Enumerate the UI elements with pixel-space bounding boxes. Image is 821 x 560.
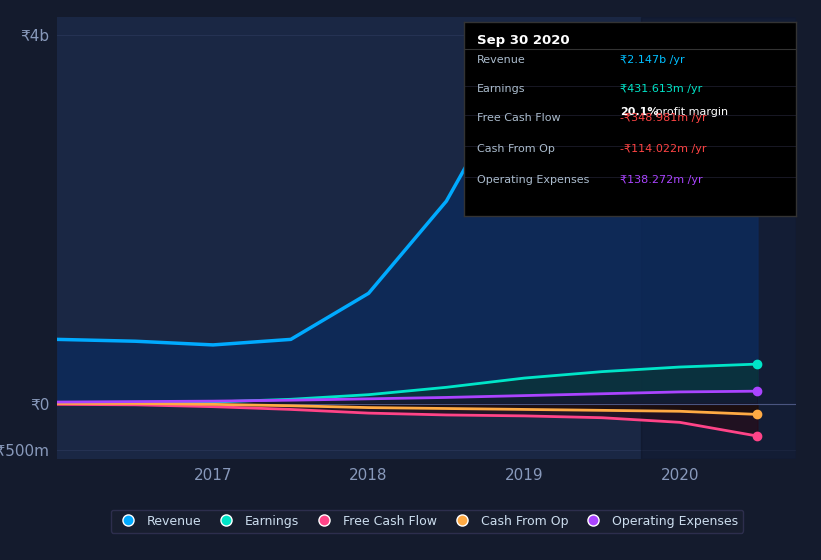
Text: 20.1%: 20.1% — [620, 108, 658, 118]
Text: ₹431.613m /yr: ₹431.613m /yr — [620, 84, 703, 94]
Text: -₹114.022m /yr: -₹114.022m /yr — [620, 144, 707, 154]
Text: Cash From Op: Cash From Op — [477, 144, 555, 154]
Text: Revenue: Revenue — [477, 55, 526, 66]
Text: Operating Expenses: Operating Expenses — [477, 175, 589, 185]
Text: Earnings: Earnings — [477, 84, 525, 94]
Text: profit margin: profit margin — [652, 108, 728, 118]
Legend: Revenue, Earnings, Free Cash Flow, Cash From Op, Operating Expenses: Revenue, Earnings, Free Cash Flow, Cash … — [111, 510, 743, 533]
Text: ₹2.147b /yr: ₹2.147b /yr — [620, 55, 685, 66]
Text: -₹348.981m /yr: -₹348.981m /yr — [620, 113, 707, 123]
Text: Free Cash Flow: Free Cash Flow — [477, 113, 561, 123]
Bar — [641, 17, 796, 459]
Text: ₹138.272m /yr: ₹138.272m /yr — [620, 175, 703, 185]
Text: Sep 30 2020: Sep 30 2020 — [477, 34, 570, 47]
